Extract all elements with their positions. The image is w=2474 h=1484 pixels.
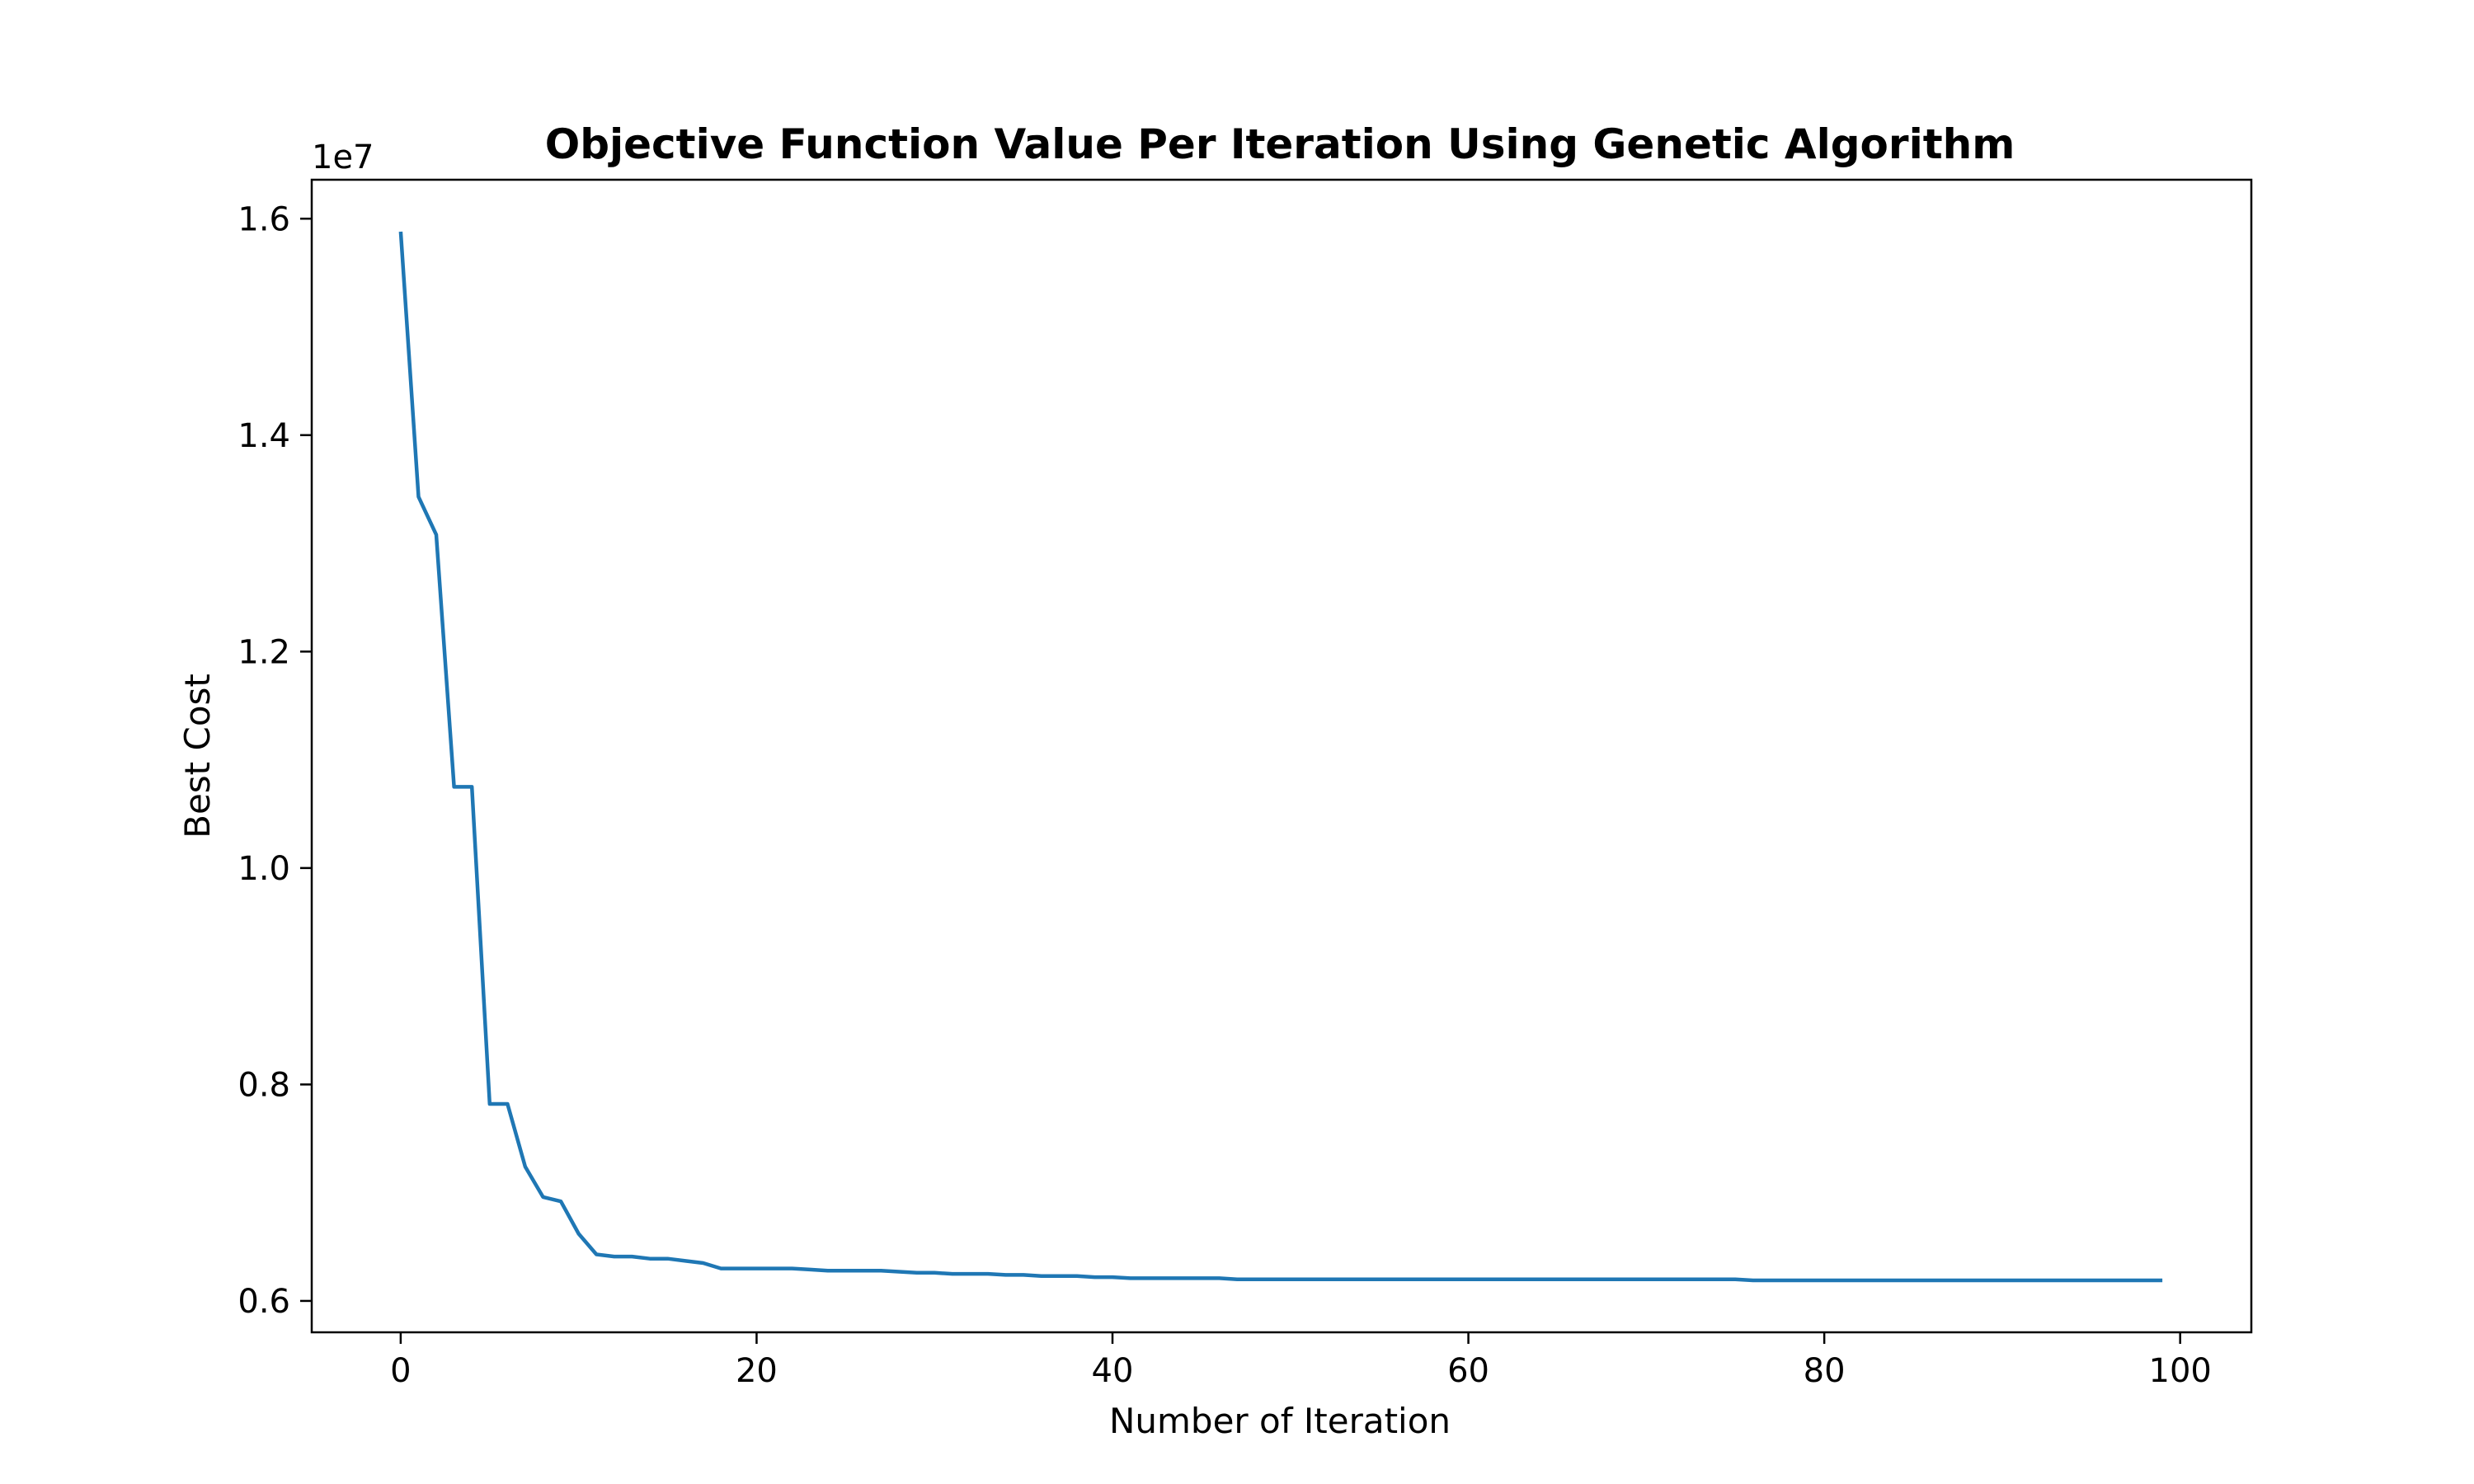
x-tick-label: 80 xyxy=(1804,1352,1846,1390)
x-tick-label: 60 xyxy=(1447,1352,1489,1390)
y-axis: 0.6 0.8 1.0 1.2 1.4 1.6 xyxy=(238,200,312,1321)
plot-area xyxy=(398,231,2163,1283)
y-tick-label: 0.6 xyxy=(238,1283,290,1321)
y-tick-label: 1.0 xyxy=(238,850,290,888)
x-axis: 0 20 40 60 80 100 xyxy=(390,1332,2212,1390)
y-tick-label: 1.2 xyxy=(238,633,290,671)
y-axis-title: Best Cost xyxy=(177,674,218,838)
y-tick-label: 1.6 xyxy=(238,200,290,238)
x-tick-label: 40 xyxy=(1092,1352,1134,1390)
x-tick-label: 20 xyxy=(736,1352,778,1390)
x-axis-title: Number of Iteration xyxy=(1109,1401,1451,1441)
y-tick-label: 1.4 xyxy=(238,417,290,455)
y-offset-label: 1e7 xyxy=(312,139,374,176)
series-line-0 xyxy=(398,231,2163,1283)
chart-title: Objective Function Value Per Iteration U… xyxy=(545,120,2015,168)
x-tick-label: 0 xyxy=(390,1352,411,1390)
plot-frame xyxy=(310,178,2253,1334)
y-tick-label: 0.8 xyxy=(238,1066,290,1104)
x-tick-label: 100 xyxy=(2149,1352,2212,1390)
